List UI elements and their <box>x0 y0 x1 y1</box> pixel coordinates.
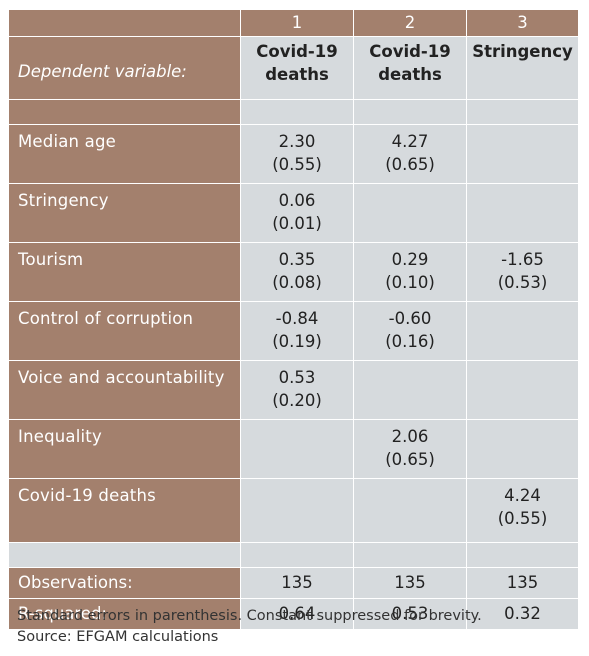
statistic-row: Observations: 135 135 135 <box>8 567 579 599</box>
standard-error-value: (0.01) <box>272 214 322 233</box>
statistics-rows: Observations: 135 135 135 R-squared: 0.64 0.53… <box>8 567 579 630</box>
variable-label: Tourism <box>8 242 241 302</box>
variable-label: Inequality <box>8 419 241 479</box>
variable-label: Voice and accountability <box>8 360 241 420</box>
standard-error-value: (0.53) <box>497 273 548 292</box>
coefficient-value: 0.35 <box>278 250 316 269</box>
coefficient-cell <box>353 183 467 243</box>
coefficient-value: 2.06 <box>391 427 429 446</box>
dependent-variable-cell: Stringency <box>466 36 579 100</box>
spacer-row <box>8 99 579 125</box>
spacer-row <box>8 542 579 568</box>
coefficient-cell: -0.60 (0.16) <box>353 301 467 361</box>
regression-table: 1 2 3 Dependent variable: Covid-19 deaths… <box>8 9 579 630</box>
statistic-row: R-squared: 0.64 0.53 0.32 <box>8 598 579 630</box>
coefficient-cell: 0.53 (0.20) <box>240 360 354 420</box>
coefficient-cell <box>466 360 579 420</box>
coefficient-value: -0.60 <box>388 309 432 328</box>
coefficient-value: -0.84 <box>275 309 319 328</box>
coefficient-cell: -0.84 (0.19) <box>240 301 354 361</box>
coefficient-cell: 0.35 (0.08) <box>240 242 354 302</box>
statistic-value: 135 <box>466 567 579 599</box>
coefficient-cell <box>240 419 354 479</box>
coefficient-cell: 4.27 (0.65) <box>353 124 467 184</box>
column-number: 2 <box>353 9 467 37</box>
coefficient-cell <box>466 183 579 243</box>
statistic-label: Observations: <box>8 567 241 599</box>
coefficient-cell: 0.06 (0.01) <box>240 183 354 243</box>
variable-label: Median age <box>8 124 241 184</box>
coefficient-cell: 4.24 (0.55) <box>466 478 579 543</box>
corner-cell <box>8 9 241 37</box>
standard-error-value: (0.65) <box>385 450 435 469</box>
coefficient-cell <box>240 478 354 543</box>
coefficient-value: 4.24 <box>504 486 541 505</box>
variable-label: Covid-19 deaths <box>8 478 241 543</box>
variable-label: Stringency <box>8 183 241 243</box>
dependent-variable-row: Dependent variable: Covid-19 deaths Covid… <box>8 36 579 100</box>
table-row: Stringency 0.06 (0.01) <box>8 183 579 243</box>
statistic-value: 0.32 <box>466 598 579 630</box>
table-row: Inequality 2.06 (0.65) <box>8 419 579 479</box>
coefficient-value: 2.30 <box>278 132 316 151</box>
coefficient-value: -1.65 <box>501 250 544 269</box>
statistic-value: 0.64 <box>240 598 354 630</box>
coefficient-cell <box>466 419 579 479</box>
coefficient-value: 0.06 <box>278 191 316 210</box>
standard-error-value: (0.16) <box>385 332 435 351</box>
coefficient-cell <box>466 301 579 361</box>
dependent-variable-cell: Covid-19 deaths <box>353 36 467 100</box>
footnote-source: Source: EFGAM calculations <box>17 629 219 645</box>
coefficient-cell <box>353 478 467 543</box>
coefficient-value: 0.53 <box>278 368 316 387</box>
coefficient-value: 4.27 <box>391 132 429 151</box>
standard-error-value: (0.55) <box>272 155 322 174</box>
standard-error-value: (0.08) <box>272 273 322 292</box>
statistic-value: 135 <box>240 567 354 599</box>
table-row: Median age 2.30 (0.55) 4.27 (0.65) <box>8 124 579 184</box>
coefficient-cell: 2.06 (0.65) <box>353 419 467 479</box>
standard-error-value: (0.19) <box>272 332 322 351</box>
coefficient-value: 0.29 <box>391 250 429 269</box>
coefficient-cell: -1.65 (0.53) <box>466 242 579 302</box>
footnote-standard-errors: Standard errors in parenthesis. Constant… <box>17 608 482 624</box>
variable-label: Control of corruption <box>8 301 241 361</box>
statistic-value: 135 <box>353 567 467 599</box>
statistic-label: R-squared: <box>8 598 241 630</box>
column-number-row: 1 2 3 <box>8 9 579 37</box>
column-number: 1 <box>240 9 354 37</box>
table-row: Voice and accountability 0.53 (0.20) <box>8 360 579 420</box>
standard-error-value: (0.65) <box>385 155 435 174</box>
column-number: 3 <box>466 9 579 37</box>
standard-error-value: (0.20) <box>272 391 322 410</box>
statistic-value: 0.53 <box>353 598 467 630</box>
coefficient-cell: 2.30 (0.55) <box>240 124 354 184</box>
dependent-variable-label: Dependent variable: <box>8 36 241 100</box>
table-row: Tourism 0.35 (0.08) 0.29 (0.10) -1.65 (0.53) <box>8 242 579 302</box>
coefficient-cell <box>466 124 579 184</box>
dependent-variable-cell: Covid-19 deaths <box>240 36 354 100</box>
table-row: Control of corruption -0.84 (0.19) -0.60 (0.… <box>8 301 579 361</box>
standard-error-value: (0.10) <box>385 273 435 292</box>
standard-error-value: (0.55) <box>497 509 548 528</box>
variable-rows: Median age 2.30 (0.55) 4.27 (0.65) Stringency… <box>8 124 579 543</box>
coefficient-cell <box>353 360 467 420</box>
table-row: Covid-19 deaths 4.24 (0.55) <box>8 478 579 543</box>
coefficient-cell: 0.29 (0.10) <box>353 242 467 302</box>
